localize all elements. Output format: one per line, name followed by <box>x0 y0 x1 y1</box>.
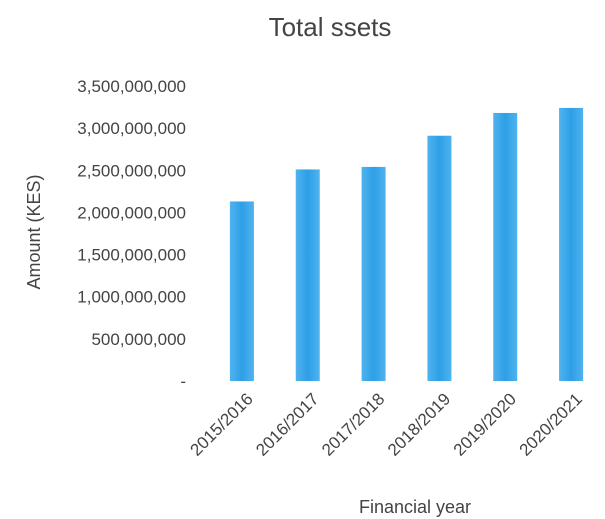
bars <box>229 107 584 382</box>
y-tick-label: 1,500,000,000 <box>77 246 186 265</box>
x-tick-label: 2016/2017 <box>252 389 322 459</box>
bar <box>361 166 386 381</box>
bar <box>493 112 518 381</box>
bar <box>295 169 320 381</box>
x-tick-label: 2018/2019 <box>384 389 454 459</box>
x-axis-ticks: 2015/20162016/20172017/20182018/20192019… <box>186 389 585 459</box>
bar <box>229 201 254 381</box>
y-tick-label: 3,000,000,000 <box>77 119 186 138</box>
y-tick-label: 1,000,000,000 <box>77 288 186 307</box>
y-axis-ticks: - 500,000,000 1,000,000,000 1,500,000,000 2,… <box>77 77 186 391</box>
y-tick-label: - <box>180 372 186 391</box>
y-axis-label: Amount (KES) <box>24 174 44 289</box>
x-axis-label: Financial year <box>359 497 471 517</box>
y-tick-label: 2,500,000,000 <box>77 161 186 180</box>
y-tick-label: 2,000,000,000 <box>77 203 186 222</box>
bar <box>427 135 452 381</box>
x-tick-label: 2015/2016 <box>186 389 256 459</box>
x-tick-label: 2017/2018 <box>318 389 388 459</box>
x-tick-label: 2019/2020 <box>450 389 520 459</box>
bar <box>559 107 584 382</box>
chart-title: Total ssets <box>269 12 392 42</box>
y-tick-label: 3,500,000,000 <box>77 77 186 96</box>
x-tick-label: 2020/2021 <box>516 389 586 459</box>
y-tick-label: 500,000,000 <box>91 330 186 349</box>
